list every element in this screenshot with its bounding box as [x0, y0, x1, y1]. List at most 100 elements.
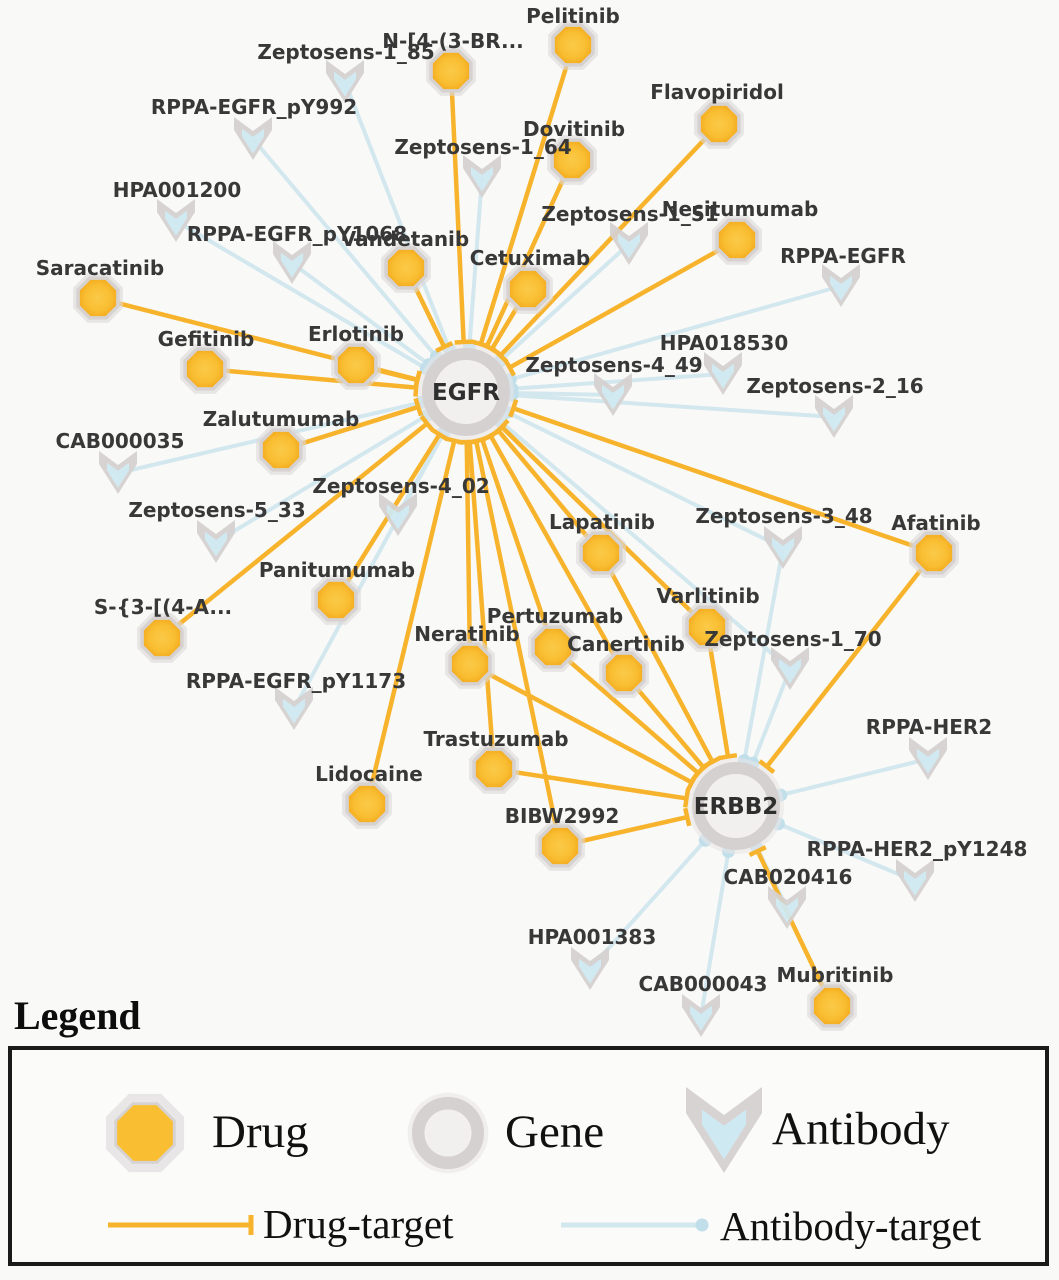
- drug-node-afatinib: [909, 528, 959, 578]
- drug-node-flavopiridol: [694, 99, 744, 149]
- drug-node-trastuzumab: [469, 744, 519, 794]
- drug-node-shape: [685, 605, 729, 649]
- drug-edge-tee: [413, 397, 424, 417]
- antibody-label-z5_33: Zeptosens-5_33: [128, 498, 305, 522]
- edge-drug-target-dovitinib-EGFR: [484, 159, 575, 348]
- antibody-label-z1_85: Zeptosens-1_85: [257, 40, 434, 64]
- legend-label-drug-target: Drug-target: [263, 1201, 454, 1247]
- antibody-label-z1_64: Zeptosens-1_64: [394, 135, 571, 159]
- antibody-label-hpa018530: HPA018530: [660, 331, 789, 355]
- edge-antibody-target-hpa001200-EGFR: [174, 219, 428, 371]
- drug-node-varlitinib: [682, 602, 732, 652]
- antibody-legend-icon: [686, 1087, 762, 1173]
- drug-label-s3_4a: S-{3-[(4-A...: [94, 595, 232, 619]
- antibody-label-rppa_her2_py1248: RPPA-HER2_pY1248: [807, 837, 1028, 861]
- drug-node-shape: [538, 824, 582, 868]
- antibody-edges: [117, 81, 929, 1017]
- antibody-node-z1_51: [610, 222, 648, 265]
- drug-node-bibw2992: [535, 821, 585, 871]
- edge-drug-target-n4_3br-EGFR: [448, 70, 466, 343]
- drug-node-mubritinib: [807, 981, 857, 1031]
- drug-label-cetuximab: Cetuximab: [470, 246, 590, 270]
- legend-box: [8, 1046, 1049, 1266]
- edge-drug-target-lidocaine-EGFR: [364, 440, 457, 805]
- edge-drug-target-s3_4a-EGFR: [160, 421, 429, 640]
- edge-drug-target-trastuzumab-EGFR: [467, 441, 497, 770]
- antibody-node-shape: [280, 252, 304, 278]
- antibody-node-rppa_egfr: [822, 264, 860, 307]
- drug-label-canertinib: Canertinib: [567, 632, 685, 656]
- drug-edge-tee: [445, 436, 464, 445]
- drug-label-necitumumab: Necitumumab: [662, 197, 819, 221]
- edge-drug-target-flavopiridol-EGFR: [498, 122, 721, 358]
- edge-antibody-target-hpa018530-EGFR: [511, 372, 724, 391]
- antibody-label-z1_51: Zeptosens-1_51: [541, 202, 718, 226]
- drug-label-vandetanib: Vandetanib: [341, 227, 469, 251]
- antibody-node-hpa001200: [157, 199, 195, 242]
- antibody-node-z1_64: [463, 155, 501, 198]
- antibody-node-shape: [106, 462, 130, 488]
- antibody-target-cap: [695, 1218, 709, 1232]
- edge-drug-target-lapatinib-EGFR: [496, 428, 603, 555]
- legend-title: Legend: [14, 993, 141, 1038]
- drug-edge-tee: [503, 358, 516, 377]
- drug-label-trastuzumab: Trastuzumab: [423, 727, 568, 751]
- drug-node-shape: [579, 531, 623, 575]
- edge-antibody-target-z5_33-EGFR: [214, 413, 428, 544]
- drug-label-mubritinib: Mubritinib: [776, 963, 893, 987]
- antibody-node-z3_48: [764, 526, 802, 569]
- antibody-label-hpa001200: HPA001200: [113, 178, 242, 202]
- drug-target-edge-icon: [108, 1215, 254, 1235]
- drug-label-afatinib: Afatinib: [891, 511, 981, 535]
- antibody-label-z3_48: Zeptosens-3_48: [695, 504, 872, 528]
- antibody-label-rppa_her2: RPPA-HER2: [866, 715, 992, 739]
- antibody-node-z5_33: [197, 520, 235, 563]
- drug-node-cetuximab: [503, 264, 553, 314]
- antibody-node-shape: [903, 870, 927, 896]
- drug-label-zalutumumab: Zalutumumab: [203, 407, 360, 431]
- drug-edge-tee: [435, 341, 454, 353]
- antibody-node-cab000043: [682, 994, 720, 1037]
- antibody-node-shape: [578, 958, 602, 984]
- antibody-node-shape: [164, 210, 188, 236]
- antibody-label-z2_16: Zeptosens-2_16: [746, 374, 923, 398]
- antibody-node-rppa_egfr_py992: [234, 117, 272, 160]
- edge-drug-target-necitumumab-EGFR: [508, 238, 739, 370]
- antibody-node-shape: [689, 1005, 713, 1031]
- drug-label-pertuzumab: Pertuzumab: [487, 604, 623, 628]
- drug-node-panitumumab: [311, 575, 361, 625]
- drug-node-n4_3br: [426, 46, 476, 96]
- drug-edges: [97, 44, 936, 1007]
- drug-label-lapatinib: Lapatinib: [549, 510, 655, 534]
- edge-antibody-target-z3_48-ERBB2: [742, 547, 785, 762]
- drug-edge-tee: [454, 339, 473, 345]
- drug-label-erlotinib: Erlotinib: [308, 322, 404, 346]
- drug-node-shape: [140, 616, 184, 660]
- edge-antibody-target-cab000043-ERBB2: [699, 851, 731, 1017]
- antibody-node-shape: [916, 748, 940, 774]
- antibody-label-hpa001383: HPA001383: [528, 925, 657, 949]
- edge-drug-target-afatinib-EGFR: [512, 406, 935, 556]
- edge-antibody-target-rppa_egfr_py1068-EGFR: [290, 261, 431, 367]
- drug-octagon-shape: [114, 1102, 176, 1164]
- drug-edge-tee: [748, 845, 767, 857]
- antibody-label-z4_49: Zeptosens-4_49: [525, 353, 702, 377]
- antibody-node-shape: [771, 537, 795, 563]
- antibody-node-z2_16: [815, 395, 853, 438]
- drug-node-shape: [472, 747, 516, 791]
- edge-antibody-target-rppa_egfr_py1173-EGFR: [292, 431, 446, 710]
- drug-edge-tee: [758, 759, 776, 774]
- drug-label-lidocaine: Lidocaine: [315, 762, 423, 786]
- drug-node-s3_4a: [137, 613, 187, 663]
- drug-label-dovitinib: Dovitinib: [523, 117, 625, 141]
- antibody-label-cab000043: CAB000043: [639, 972, 768, 996]
- edge-antibody-target-rppa_egfr_py992-EGFR: [251, 137, 438, 359]
- gene-legend-icon: [407, 1092, 489, 1174]
- drug-edge-tee: [419, 415, 435, 432]
- drug-label-panitumumab: Panitumumab: [259, 558, 415, 582]
- drug-node-saracatinib: [73, 273, 123, 323]
- edge-antibody-target-z1_85-EGFR: [343, 81, 452, 350]
- drug-edge-tee: [683, 807, 692, 827]
- antibody-node-z1_70: [771, 647, 809, 690]
